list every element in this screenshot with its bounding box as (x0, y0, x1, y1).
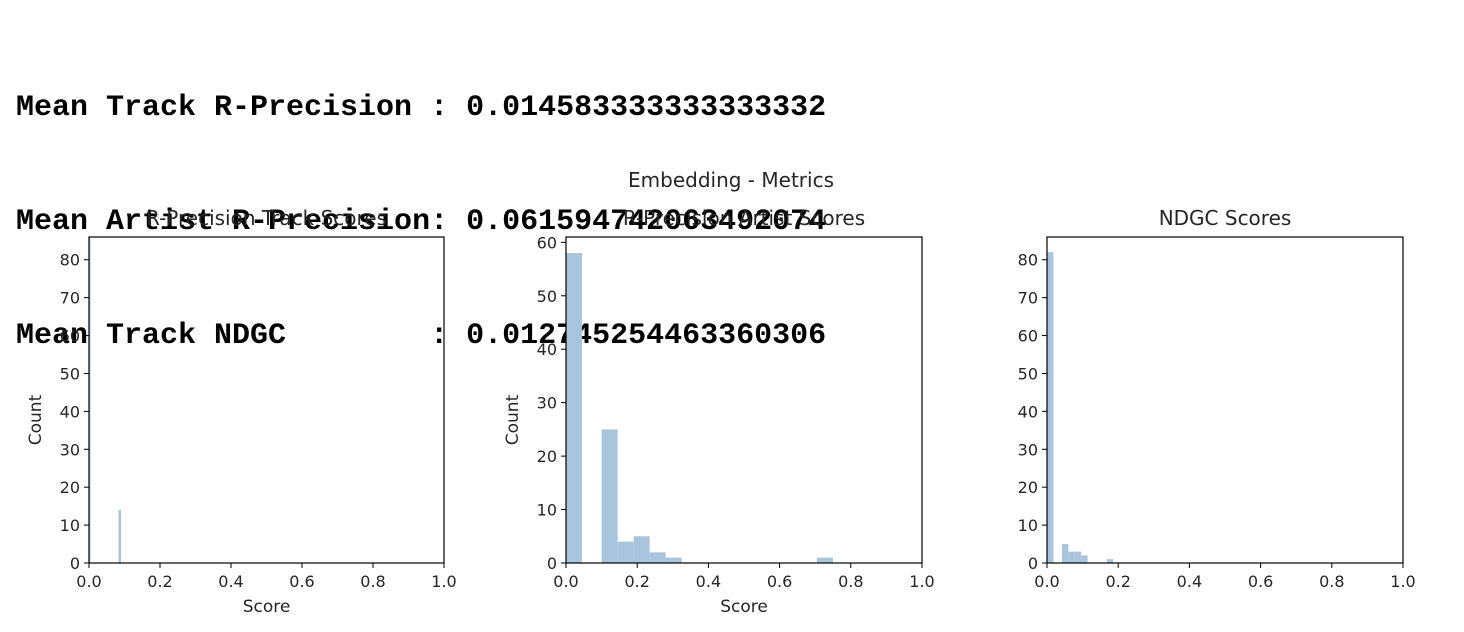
x-tick-label: 1.0 (431, 572, 456, 591)
x-tick-label: 0.4 (1177, 572, 1202, 591)
y-tick-label: 60 (537, 233, 557, 252)
axes-frame (88, 236, 445, 564)
x-tick-label: 0.0 (1034, 572, 1059, 591)
y-tick-label: 60 (60, 327, 80, 346)
y-tick-label: 70 (1018, 289, 1038, 308)
chart-title: R-Precision Track Scores (146, 206, 387, 230)
y-tick-label: 0 (70, 554, 80, 573)
chart-panel-1: 0.0 0.2 0.4 0.6 0.8 1.0 0 10 20 30 40 50 60 70 80 R-Pre… (26, 206, 457, 617)
histogram-bar (1074, 551, 1082, 563)
output-value: 0.061594742063492074 (466, 205, 827, 239)
y-tick-label: 50 (537, 287, 557, 306)
y-tick-label: 80 (60, 251, 80, 270)
y-tick-label: 40 (537, 340, 557, 359)
histogram-bar (1106, 559, 1114, 563)
y-tick-label: 10 (60, 516, 80, 535)
axes-frame (1046, 236, 1404, 564)
chart-title: NDGC Scores (1159, 206, 1292, 230)
y-tick-label: 50 (1018, 364, 1038, 383)
output-value: 0.012745254463360306 (466, 319, 827, 353)
x-tick-label: 0.6 (289, 572, 314, 591)
x-axis-label: Score (243, 597, 291, 617)
histogram-bar (633, 536, 650, 563)
y-tick-label: 60 (1018, 327, 1038, 346)
y-tick-label: 30 (1018, 440, 1038, 459)
histogram-bar (1047, 252, 1054, 564)
chart-panel-2: 0.0 0.2 0.4 0.6 0.8 1.0 0 10 20 30 40 50 60 R-Precisi… (503, 206, 935, 617)
x-axis-label: Score (720, 597, 768, 617)
x-tick-label: 0.0 (553, 572, 578, 591)
y-tick-label: 70 (60, 289, 80, 308)
y-tick-label: 20 (537, 447, 557, 466)
x-tick-label: 0.4 (696, 572, 721, 591)
figure-suptitle: Embedding - Metrics (628, 168, 834, 192)
y-axis-label: Count (26, 394, 46, 445)
y-tick-label: 80 (1018, 251, 1038, 270)
output-label: Mean Artist R-Precision (16, 205, 431, 239)
output-line-artist-rprecision: Mean Artist R-Precision: 0.0615947420634… (16, 205, 827, 239)
y-tick-label: 10 (1018, 516, 1038, 535)
x-tick-label: 0.8 (838, 572, 863, 591)
y-tick-label: 40 (60, 402, 80, 421)
x-tick-label: 0.2 (147, 572, 172, 591)
histogram-bar (1081, 555, 1088, 563)
y-tick-label: 20 (1018, 478, 1038, 497)
histogram-bar (118, 509, 121, 563)
x-tick-label: 1.0 (1390, 572, 1415, 591)
histogram-bar (1061, 544, 1069, 563)
histogram-bar (601, 429, 618, 563)
y-tick-label: 30 (537, 394, 557, 413)
x-tick-label: 0.8 (1319, 572, 1344, 591)
histogram-bar (649, 552, 666, 563)
histogram-bar (617, 541, 634, 563)
y-tick-label: 30 (60, 440, 80, 459)
y-axis-label: Count (503, 394, 523, 445)
y-tick-label: 40 (1018, 402, 1038, 421)
histogram-bar (89, 237, 91, 563)
x-tick-label: 0.6 (1248, 572, 1273, 591)
stdout-output: Mean Track R-Precision : 0.0145833333333… (16, 13, 826, 393)
y-tick-label: 50 (60, 364, 80, 383)
x-tick-label: 0.4 (218, 572, 243, 591)
x-tick-label: 0.2 (1105, 572, 1130, 591)
chart-title: R-Precision Artist Scores (623, 206, 865, 230)
y-tick-label: 0 (547, 554, 557, 573)
histogram-bar (1068, 551, 1075, 563)
y-tick-label: 0 (1028, 554, 1038, 573)
x-tick-label: 1.0 (909, 572, 934, 591)
axes-frame (565, 236, 923, 564)
output-line-track-rprecision: Mean Track R-Precision : 0.0145833333333… (16, 91, 827, 125)
x-tick-label: 0.6 (767, 572, 792, 591)
histogram-bar (816, 557, 833, 563)
output-label: Mean Track NDGC (16, 319, 431, 353)
y-tick-label: 20 (60, 478, 80, 497)
output-label: Mean Track R-Precision (16, 91, 431, 125)
histogram-bar (665, 557, 682, 563)
x-tick-label: 0.0 (76, 572, 101, 591)
histogram-bar (566, 253, 583, 564)
y-tick-label: 10 (537, 501, 557, 520)
x-tick-label: 0.2 (624, 572, 649, 591)
output-value: 0.014583333333333332 (466, 91, 827, 125)
chart-panel-3: 0.0 0.2 0.4 0.6 0.8 1.0 0 10 20 30 40 50 60 70 80 NDGC … (1018, 206, 1416, 591)
x-tick-label: 0.8 (360, 572, 385, 591)
